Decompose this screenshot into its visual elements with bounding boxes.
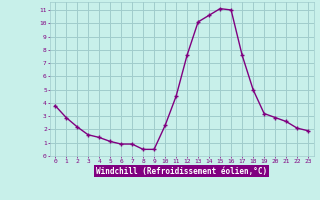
X-axis label: Windchill (Refroidissement éolien,°C): Windchill (Refroidissement éolien,°C) — [96, 167, 267, 176]
